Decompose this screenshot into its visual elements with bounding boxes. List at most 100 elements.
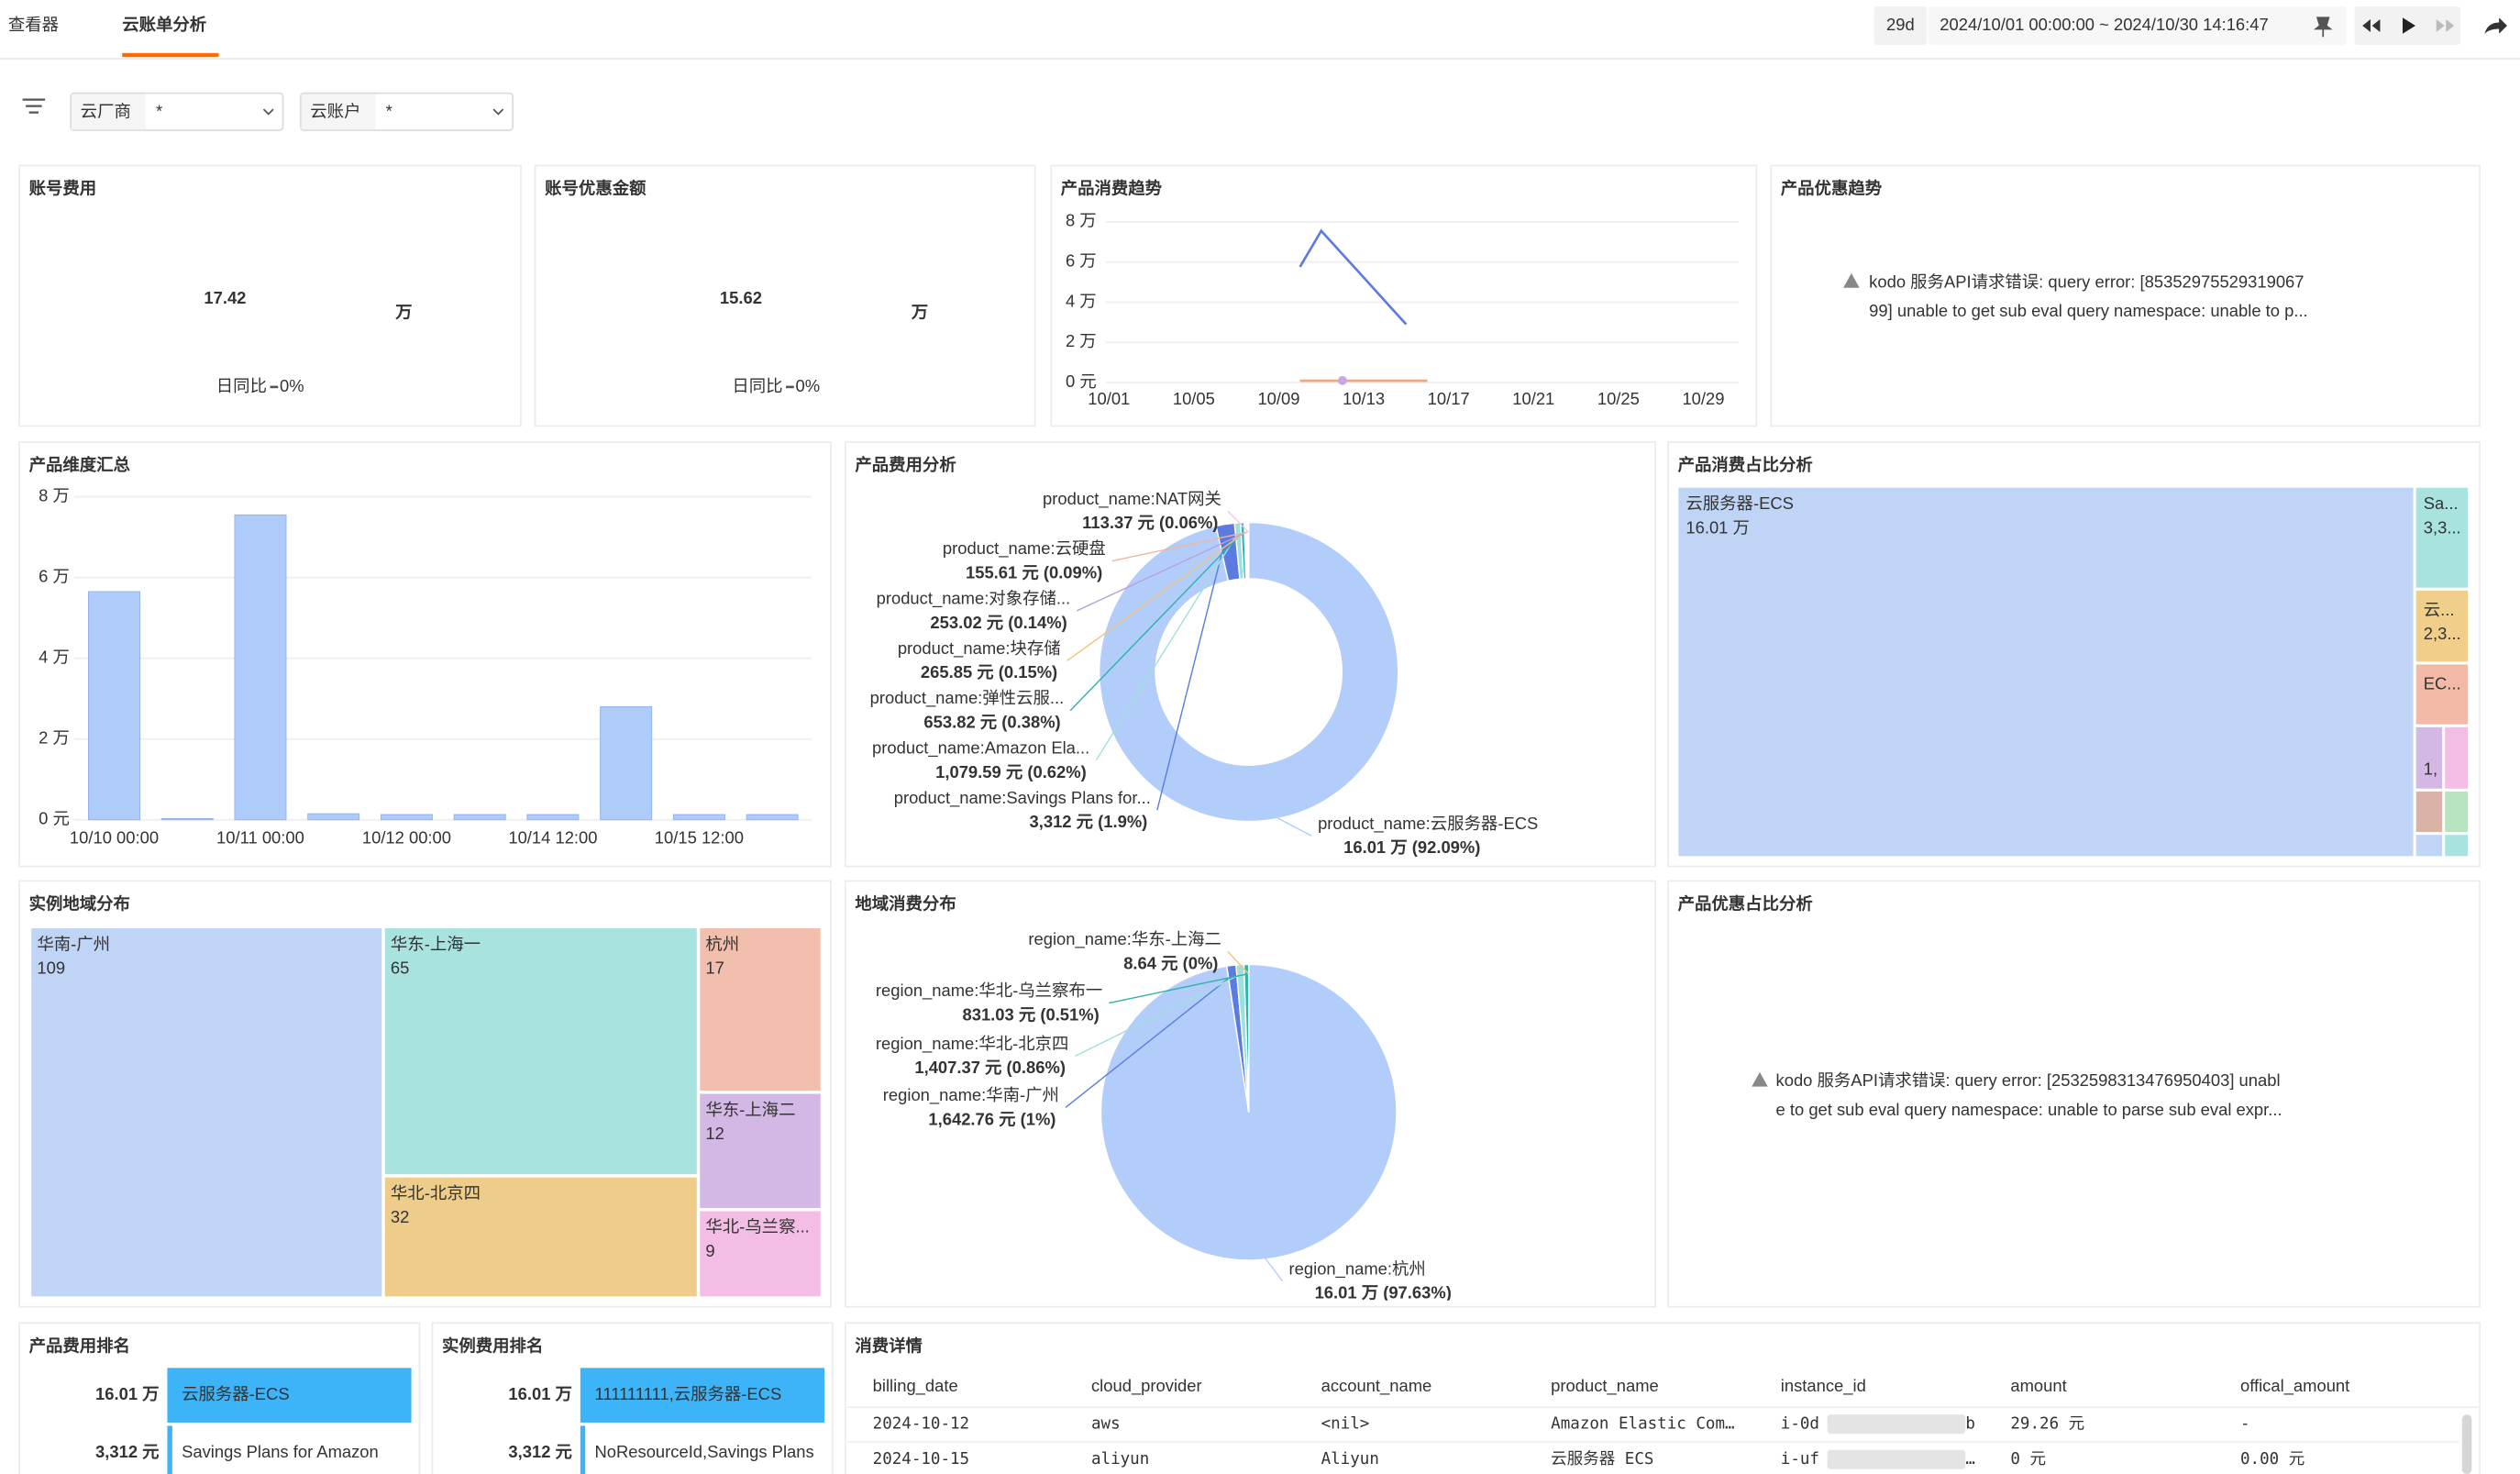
filter-icon[interactable] [22,98,46,114]
panel [1770,164,2481,427]
leader-line [1109,973,1247,1004]
play-button[interactable] [2402,17,2416,34]
cell-label: 华南-广州 [37,934,110,953]
rewind-button[interactable] [2362,19,2381,33]
cell-value: 16.01 万 [1686,517,1750,537]
bar [672,814,725,821]
y-tick-label: 4 万 [1066,291,1097,310]
panel [534,164,1036,427]
redacted [1827,1414,1966,1435]
slice [1247,521,1250,580]
table-cell: 云服务器 ECS [1551,1450,1653,1468]
panel-title: 产品维度汇总 [29,455,131,474]
panel-title: 产品优惠占比分析 [1678,893,1813,913]
table-cell: 2024-10-12 [873,1415,969,1434]
table-cell: - [2240,1415,2250,1434]
treemap-cell [2415,833,2444,858]
cell-label: 云服务器-ECS [1686,493,1794,513]
table-cell: <nil> [1321,1415,1370,1434]
treemap-cell [383,926,699,1176]
leader-line [1264,810,1312,837]
error-message: kodo 服务API请求错误: query error: [8535297552… [1869,272,2304,291]
slice-label: region_name:杭州 [1289,1258,1426,1279]
treemap-cell [2415,486,2470,590]
slice-value: 1,642.76 元 (1%) [928,1109,1056,1128]
slice-value: 1,407.37 元 (0.86%) [914,1058,1066,1077]
x-tick-label: 10/05 [1173,389,1215,408]
slice-label: region_name:华北-北京四 [876,1034,1069,1054]
treemap-cell [2443,726,2470,791]
flat-indicator [270,385,279,389]
treemap-cell [2415,790,2444,834]
bar [307,813,360,821]
chevron [492,108,504,116]
forward-button[interactable] [2436,19,2455,33]
rank-value: 16.01 万 [508,1384,572,1403]
table-cell: 0 元 [2010,1450,2046,1468]
rank-value: 3,312 元 [508,1442,572,1461]
filter-label-bg [301,94,376,130]
time-range-box[interactable] [1929,6,2347,46]
slice-value: 8.64 元 (0%) [1123,953,1218,972]
cell-value: 1, [2424,759,2437,778]
kpi-unit: 万 [394,303,412,322]
treemap-cell [2443,790,2470,834]
slice-label: product_name:弹性云服... [870,688,1065,708]
leader-line [1067,531,1246,661]
table-cell: 2024-10-15 [873,1450,969,1468]
panel-title: 产品费用排名 [29,1335,130,1355]
leader-line [1156,533,1228,811]
active-tab-underline [122,52,219,58]
rank-value: 16.01 万 [95,1384,160,1403]
tab: 云账单分析 [122,15,206,34]
bar [380,814,433,821]
panel [1050,164,1758,427]
slice-label: region_name:华北-乌兰察布一 [876,981,1102,1001]
slice-label: region_name:华南-广州 [883,1085,1059,1105]
y-tick-label: 4 万 [39,647,70,666]
compare-label: 日同比 [732,376,782,395]
panel [18,441,832,868]
slice-label: product_name:NAT网关 [1043,489,1221,509]
compare-value: 0% [280,376,304,395]
cell-label: 杭州 [705,934,739,953]
x-tick-label: 10/13 [1343,389,1385,408]
panel-title: 账号优惠金额 [545,179,647,198]
panel-title: 产品消费趋势 [1061,179,1163,198]
chevron [262,108,274,116]
treemap-cell [698,1209,823,1299]
scrollbar[interactable] [2461,1414,2472,1474]
leader-line [1111,531,1248,562]
rank-bar [167,1425,172,1474]
treemap-cell [2415,589,2470,663]
x-tick-label: 10/12 00:00 [362,828,451,848]
share-button[interactable] [2484,17,2507,34]
leader-line [1258,1249,1284,1282]
pin-icon[interactable] [2313,17,2333,38]
panel-title: 实例地域分布 [29,893,130,913]
y-tick-label: 0 元 [39,809,70,828]
panel-title: 产品费用分析 [855,455,956,474]
rank-rows: 111111111,云服务器-ECS NoResourceId,Savings P… [580,1368,825,1474]
line-series [1299,228,1408,326]
cell-label: 华北-乌兰察... [705,1217,809,1236]
slice-value: 831.03 元 (0.51%) [962,1004,1099,1024]
panel-title: 产品优惠趋势 [1781,179,1883,198]
slice-value: 16.01 万 (97.63%) [1315,1283,1452,1302]
cell-value: 12 [705,1124,724,1143]
slice-label: product_name:云服务器-ECS [1318,814,1538,834]
y-tick-label: 8 万 [39,485,70,504]
panel-title: 实例费用排名 [442,1335,543,1355]
slice-label: product_name:Savings Plans for... [894,788,1151,808]
leader-line [1075,973,1242,1057]
bar [453,814,506,821]
rank-name: NoResourceId,Savings Plans [594,1442,813,1461]
slice [1099,521,1399,823]
cell-label: 云... [2424,600,2455,619]
duration-box[interactable] [1873,6,1928,46]
y-tick-label: 2 万 [39,728,70,748]
y-tick-label: 6 万 [1066,251,1097,271]
x-tick-label: 10/15 12:00 [655,828,744,848]
column-header: instance_id [1781,1376,1866,1396]
